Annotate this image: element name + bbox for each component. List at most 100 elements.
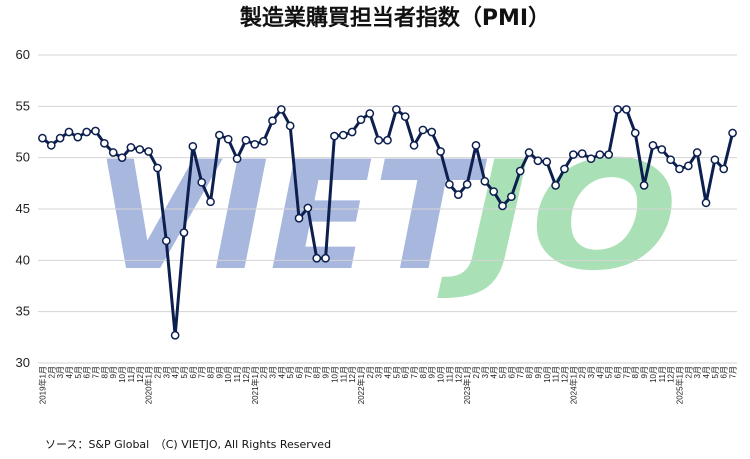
x-tick-label: 3月	[693, 366, 702, 378]
x-tick-label: 4月	[596, 366, 605, 378]
vietjo-watermark: VIET JO	[95, 130, 678, 304]
x-tick-label: 9月	[428, 366, 437, 378]
data-point	[294, 213, 304, 223]
data-point	[312, 253, 322, 263]
x-tick-label: 7月	[198, 366, 207, 378]
x-tick-label: 4月	[171, 366, 180, 378]
x-tick-label: 9月	[109, 366, 118, 378]
x-tick-label: 2月	[472, 366, 481, 378]
data-point	[613, 105, 622, 114]
data-point	[710, 155, 720, 165]
x-tick-label: 9月	[534, 366, 543, 378]
x-tick-label: 3月	[481, 366, 490, 378]
x-tick-label: 8月	[207, 366, 216, 378]
data-point	[462, 180, 472, 189]
x-tick-label: 2023年1月	[462, 366, 472, 404]
data-point	[568, 150, 578, 159]
x-tick-label: 10月	[437, 366, 446, 383]
data-point	[701, 198, 711, 208]
chart-title: 製造業購買担当者指数（PMI）	[239, 5, 550, 31]
x-tick-label: 5月	[74, 366, 83, 378]
x-axis-ticks: 2019年1月 2月 3月 4月 5月 6月 7月 8月 9月 10月 11月 12月 2020年1月 2…	[37, 366, 737, 404]
x-tick-label: 11月	[233, 366, 242, 382]
x-tick-label: 4月	[490, 366, 499, 378]
x-tick-label: 10月	[330, 366, 339, 383]
x-tick-label: 12月	[454, 366, 463, 383]
data-point	[586, 154, 596, 164]
data-point	[82, 127, 92, 137]
x-tick-label: 2019年1月	[37, 366, 47, 404]
x-tick-label: 2021年1月	[250, 366, 260, 404]
x-tick-label: 10月	[224, 366, 233, 383]
data-point	[338, 130, 348, 140]
data-point	[179, 228, 189, 237]
data-point	[622, 105, 631, 114]
data-point	[498, 201, 507, 211]
data-point	[126, 143, 136, 152]
data-point	[38, 133, 47, 143]
data-point	[719, 164, 729, 174]
y-tick-label: 30	[16, 355, 30, 370]
x-tick-label: 11月	[445, 366, 454, 382]
data-point	[365, 109, 375, 118]
data-point	[64, 127, 74, 137]
x-tick-label: 9月	[322, 366, 331, 378]
data-point	[560, 164, 569, 174]
data-point	[507, 192, 516, 202]
data-point	[73, 132, 83, 142]
data-point	[356, 115, 366, 125]
data-point	[533, 156, 543, 166]
gridlines	[38, 54, 737, 364]
x-tick-label: 7月	[516, 366, 525, 378]
x-tick-label: 3月	[375, 366, 384, 378]
x-tick-label: 7月	[92, 366, 101, 378]
watermark-jo-text: JO	[437, 130, 678, 304]
data-point	[728, 128, 737, 138]
x-tick-label: 6月	[507, 366, 516, 378]
x-tick-label: 9月	[640, 366, 649, 378]
x-tick-label: 6月	[401, 366, 410, 378]
x-tick-label: 2月	[684, 366, 693, 378]
data-point	[135, 145, 145, 154]
x-tick-label: 10月	[543, 366, 552, 383]
data-point	[391, 105, 401, 114]
data-point	[100, 138, 109, 148]
data-point	[436, 147, 445, 156]
data-point	[232, 154, 242, 164]
data-point	[117, 153, 127, 163]
data-point	[153, 163, 162, 173]
y-tick-label: 60	[16, 47, 30, 62]
x-tick-label: 8月	[100, 366, 109, 378]
data-point	[666, 155, 675, 165]
data-point	[170, 330, 180, 340]
x-tick-label: 12月	[348, 366, 357, 383]
x-tick-label: 4月	[702, 366, 711, 378]
x-tick-label: 12月	[242, 366, 251, 383]
x-tick-label: 5月	[392, 366, 401, 378]
x-tick-label: 10月	[118, 366, 127, 383]
data-point	[303, 203, 313, 213]
x-tick-label: 8月	[419, 366, 428, 378]
x-tick-label: 8月	[313, 366, 322, 378]
x-tick-label: 5月	[711, 366, 720, 378]
data-point	[595, 150, 605, 159]
x-tick-label: 12月	[136, 366, 145, 383]
data-point	[675, 164, 684, 174]
x-tick-label: 5月	[286, 366, 295, 378]
data-point	[489, 187, 499, 196]
data-point	[188, 142, 198, 151]
data-point	[418, 125, 428, 135]
x-tick-label: 3月	[162, 366, 171, 378]
x-tick-label: 12月	[667, 366, 676, 383]
x-tick-label: 2020年1月	[144, 366, 154, 404]
x-tick-label: 6月	[614, 366, 623, 378]
x-tick-label: 2月	[260, 366, 269, 378]
x-tick-label: 8月	[631, 366, 640, 378]
y-tick-label: 55	[16, 98, 30, 113]
data-point	[206, 197, 215, 207]
data-point	[400, 112, 410, 121]
x-tick-label: 2025年1月	[674, 366, 684, 404]
data-point	[471, 140, 481, 150]
